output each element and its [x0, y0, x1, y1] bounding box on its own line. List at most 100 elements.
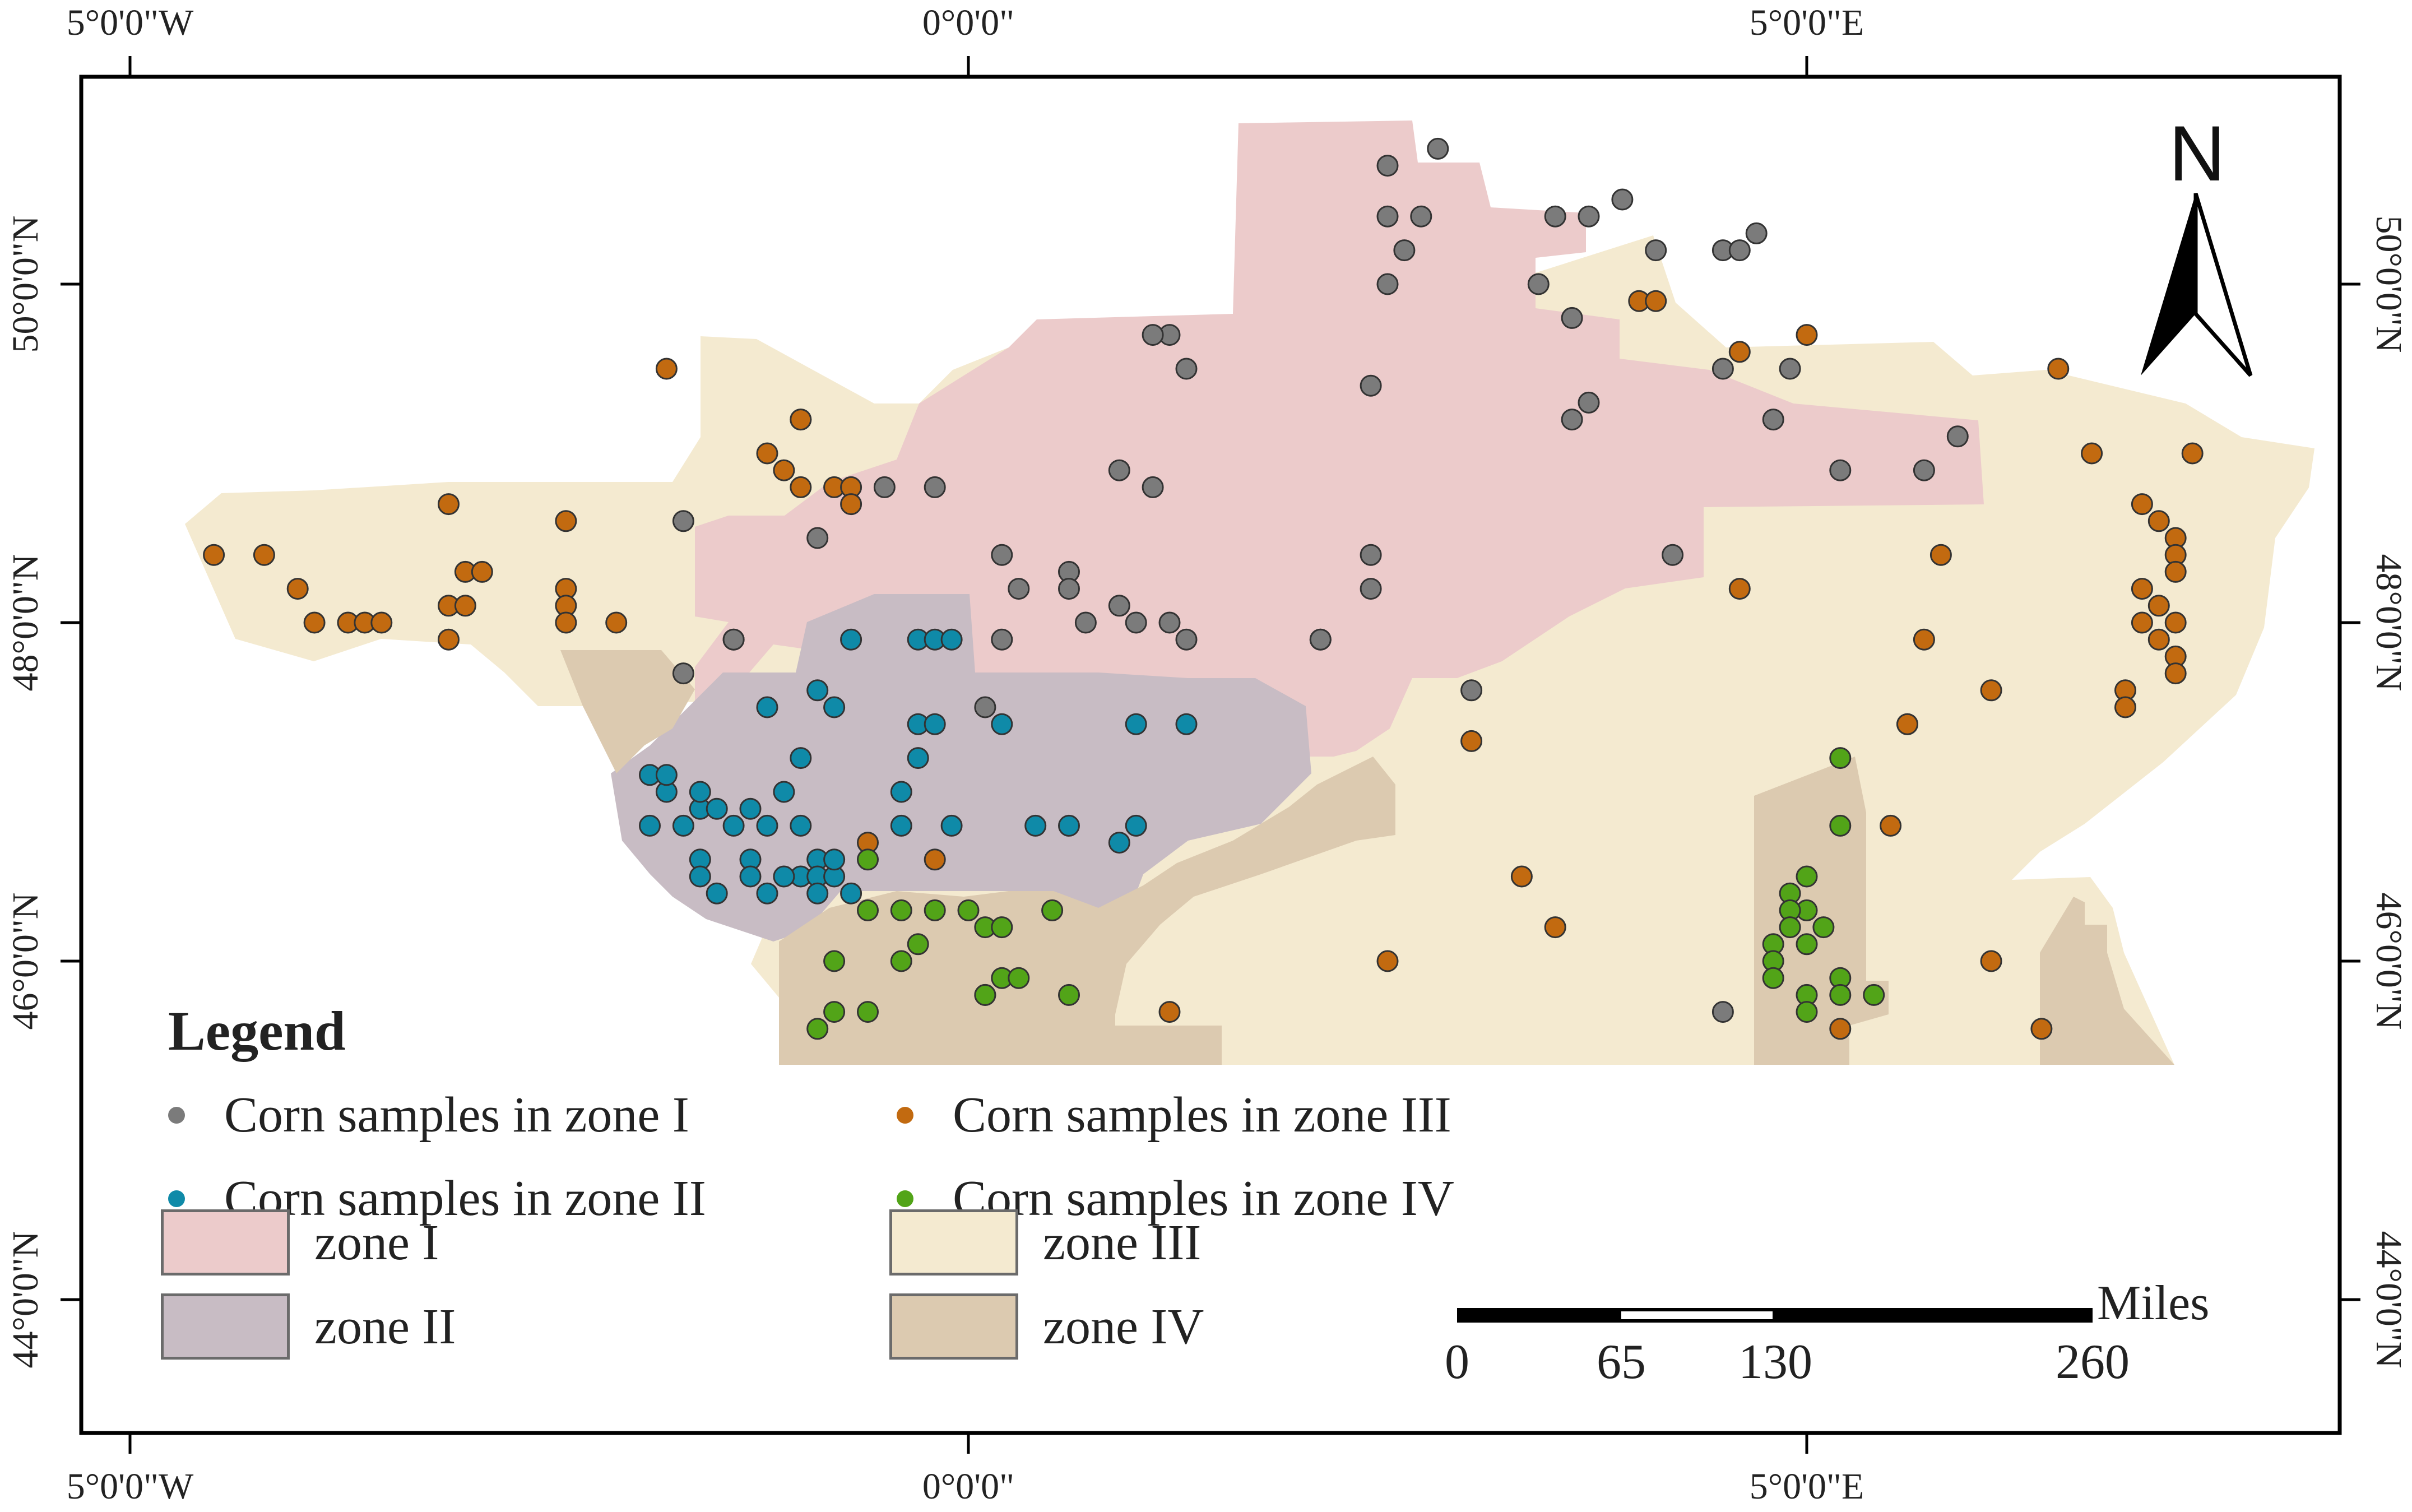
sample-point — [823, 1001, 846, 1023]
sample-point — [2081, 442, 2103, 465]
sample-point — [1309, 628, 1332, 651]
sample-point — [2147, 595, 2170, 617]
sample-point — [471, 560, 493, 583]
sample-point — [773, 781, 795, 803]
sample-point — [1929, 544, 1952, 566]
zone-I-sample-points — [672, 137, 1969, 1023]
sample-point — [907, 747, 929, 769]
sample-point — [1058, 814, 1080, 837]
sample-point — [773, 865, 795, 888]
sample-point — [722, 628, 745, 651]
sample-point — [806, 679, 829, 702]
zone-II-sample-points — [639, 628, 1198, 905]
sample-point — [974, 696, 996, 718]
legend-item-zone-I: zone I — [161, 1209, 439, 1276]
sample-point — [1711, 358, 1734, 380]
sample-point — [840, 882, 862, 905]
sample-point — [1611, 188, 1634, 211]
sample-point — [857, 1001, 879, 1023]
sample-point — [1578, 391, 1600, 414]
sample-point — [1158, 611, 1181, 634]
sample-point — [706, 882, 728, 905]
sample-point — [756, 882, 778, 905]
sample-point — [1762, 409, 1784, 431]
scale-bar-units: Miles — [2097, 1276, 2210, 1330]
sample-point — [1008, 967, 1030, 989]
sample-point — [1645, 239, 1667, 262]
sample-point — [756, 814, 778, 837]
north-arrow-icon — [2141, 192, 2253, 377]
sample-point — [2181, 442, 2204, 465]
scale-bar-label-0: 0 — [1445, 1335, 1469, 1389]
sample-point — [1142, 324, 1164, 346]
sample-point — [1376, 155, 1399, 177]
sample-point — [722, 814, 745, 837]
sample-point — [1561, 307, 1583, 329]
legend-item-zone-III: zone III — [889, 1209, 1201, 1276]
sample-point — [1779, 916, 1801, 939]
sample-point — [1108, 459, 1130, 481]
legend-label: zone II — [314, 1298, 456, 1355]
lat-label-right-48n: 48°0'0"N — [2368, 554, 2409, 692]
sample-point — [924, 713, 946, 735]
lon-label-top-0: 0°0'0" — [922, 2, 1015, 43]
sample-point — [823, 696, 846, 718]
scale-bar-label-260: 260 — [2056, 1335, 2130, 1389]
sample-point — [639, 814, 661, 837]
zone-III-sample-points — [203, 290, 2204, 1040]
sample-point — [1108, 832, 1130, 854]
sample-point — [1058, 984, 1080, 1006]
sample-point — [672, 814, 694, 837]
sample-point — [756, 442, 778, 465]
sample-point — [806, 1018, 829, 1040]
sample-point — [2131, 493, 2153, 516]
sample-point — [303, 611, 326, 634]
sample-point — [1863, 984, 1885, 1006]
legend-label: Corn samples in zone III — [953, 1087, 1451, 1143]
sample-point — [555, 611, 577, 634]
sample-point — [991, 916, 1013, 939]
sample-point — [1008, 578, 1030, 600]
sample-point — [1880, 814, 1902, 837]
sample-point — [1058, 578, 1080, 600]
sample-point — [790, 476, 812, 498]
lon-label-bottom-5w: 5°0'0"W — [66, 1466, 194, 1507]
sample-point — [773, 459, 795, 481]
sample-point — [739, 797, 762, 820]
sample-point — [370, 611, 393, 634]
sample-point — [203, 544, 225, 566]
sample-point — [1913, 628, 1935, 651]
sample-point — [940, 628, 963, 651]
sample-point — [286, 578, 309, 600]
legend-label: Corn samples in zone II — [224, 1171, 706, 1226]
lat-label-right-44n: 44°0'0"N — [2368, 1231, 2409, 1369]
sample-point — [1779, 358, 1801, 380]
legend-dot-zone-I — [168, 1106, 185, 1124]
sample-point — [1561, 409, 1583, 431]
sample-point — [706, 797, 728, 820]
legend-swatch-zone-I — [161, 1209, 290, 1276]
sample-point — [1360, 578, 1382, 600]
sample-point — [1829, 984, 1852, 1006]
legend-label: Corn samples in zone I — [224, 1087, 689, 1143]
legend-item-zone-III-samples: Corn samples in zone III — [897, 1086, 1451, 1144]
sample-point — [2131, 578, 2153, 600]
sample-point — [1829, 747, 1852, 769]
sample-point — [1796, 1001, 1818, 1023]
legend-swatch-zone-IV — [889, 1293, 1018, 1360]
sample-point — [1980, 679, 2002, 702]
legend-label: zone IV — [1043, 1298, 1204, 1355]
sample-point — [2147, 628, 2170, 651]
sample-point — [806, 882, 829, 905]
sample-point — [890, 950, 912, 972]
sample-point — [605, 611, 628, 634]
sample-point — [1376, 205, 1399, 228]
sample-point — [890, 814, 912, 837]
sample-point — [1829, 814, 1852, 837]
zone-IV-sample-points — [806, 747, 1885, 1040]
sample-point — [1427, 137, 1449, 160]
lat-label-left-46n: 46°0'0"N — [5, 892, 46, 1030]
sample-point — [1125, 713, 1147, 735]
lat-label-left-50n: 50°0'0"N — [5, 215, 46, 353]
